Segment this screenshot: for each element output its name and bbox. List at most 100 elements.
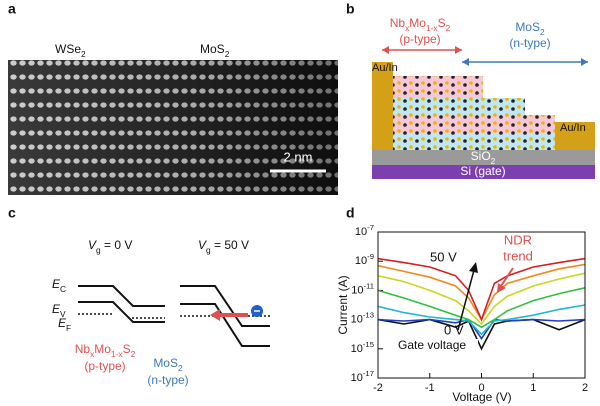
annotation: trend	[503, 248, 533, 263]
x-tick-label: -1	[425, 382, 435, 394]
x-axis-label: Voltage (V)	[452, 390, 511, 404]
contact	[555, 122, 595, 150]
text-part: 2	[225, 49, 230, 59]
text-part: -11	[363, 281, 374, 290]
text-part: 2	[491, 156, 496, 166]
x-tick-label: 2	[582, 382, 588, 394]
text-part: Nb	[390, 16, 406, 30]
text-part: Mo	[94, 342, 111, 356]
text-part: x	[90, 349, 95, 359]
y-axis-label: Current (A)	[336, 275, 350, 334]
arrow-head	[497, 283, 506, 293]
panel-label: d	[346, 205, 355, 221]
text-part: WSe	[55, 42, 81, 56]
text-part: MoS	[515, 20, 540, 34]
text-part: E	[52, 277, 61, 291]
text-part: -17	[363, 369, 374, 378]
x-tick-label: 1	[530, 382, 536, 394]
annotation: Gate voltage	[398, 338, 466, 352]
text-part: g	[96, 245, 101, 255]
arrow-head	[469, 262, 478, 273]
series-line	[377, 318, 586, 341]
type-label: (p-type)	[84, 359, 125, 373]
text-part: g	[206, 245, 211, 255]
stem-shading	[8, 60, 338, 195]
type-label: (n-type)	[509, 36, 550, 50]
text-part: 10	[351, 372, 363, 384]
series-line	[377, 272, 586, 326]
text-part: 10	[351, 284, 363, 296]
material-label: MoS2	[153, 356, 183, 373]
flake-atoms	[393, 76, 578, 150]
label-background	[396, 339, 478, 353]
text-part: = 50 V	[211, 238, 249, 252]
text-part: 2	[540, 27, 545, 37]
layer-label: SiO2	[471, 149, 496, 166]
text-part: 1-x	[426, 23, 438, 33]
arrow-head	[210, 309, 220, 321]
y-tick-label: 10-7	[355, 223, 374, 238]
material-label: MoS2	[515, 20, 545, 37]
y-tick-label: 10-17	[351, 369, 374, 384]
material-label: NbxMo1-xS2	[390, 16, 451, 33]
text-part: -13	[363, 310, 374, 319]
layer-label: Si (gate)	[460, 164, 505, 178]
y-tick-label: 10-13	[351, 310, 374, 325]
x-tick-label: -2	[373, 382, 383, 394]
material-label: NbxMo1-xS2	[75, 342, 136, 359]
condition-label: Vg = 0 V	[88, 238, 132, 255]
arrow	[457, 269, 475, 331]
text-part: 2	[446, 23, 451, 33]
text-part: F	[66, 323, 71, 333]
series-line	[377, 318, 586, 351]
text-part: x	[405, 23, 410, 33]
text-part: -7	[367, 223, 374, 232]
text-part: MoS	[153, 356, 178, 370]
oxide-layer	[372, 150, 595, 165]
text-part: E	[52, 302, 61, 316]
band-label: EC	[52, 277, 66, 294]
type-label: (n-type)	[147, 373, 188, 387]
contact	[372, 62, 393, 150]
type-label: (p-type)	[399, 32, 440, 46]
text-part: 2	[178, 363, 183, 373]
text-part: SiO	[471, 149, 491, 163]
text-part: MoS	[200, 42, 225, 56]
band-label: EV	[52, 302, 66, 319]
text-part: 10	[355, 226, 367, 238]
panel-label: a	[8, 1, 16, 17]
annotation: 0 V	[444, 322, 464, 337]
series-line	[377, 257, 586, 322]
substrate	[372, 165, 595, 179]
plot-frame	[377, 231, 586, 379]
y-tick-label: 10-9	[355, 252, 374, 267]
material-label: WSe2	[55, 42, 86, 59]
text-part: -15	[363, 339, 374, 348]
band-label: EF	[58, 316, 71, 333]
y-tick-label: 10-11	[351, 281, 374, 296]
text-part: Nb	[75, 342, 91, 356]
panel-label: b	[346, 1, 355, 17]
panel-label: c	[8, 205, 16, 221]
contact-label: Au/In	[372, 62, 398, 74]
text-part: S	[123, 342, 131, 356]
text-part: E	[58, 316, 67, 330]
series-line	[377, 304, 586, 336]
annotation: 50 V	[430, 249, 457, 264]
text-part: 2	[81, 49, 86, 59]
text-part: Mo	[409, 16, 426, 30]
text-part: 10	[351, 343, 363, 355]
annotation: NDR	[504, 232, 532, 247]
text-part: 10	[351, 314, 363, 326]
text-part: V	[88, 238, 97, 252]
text-part: V	[198, 238, 207, 252]
x-tick-label: 0	[478, 382, 484, 394]
condition-label: Vg = 50 V	[198, 238, 249, 255]
text-part: -9	[367, 252, 374, 261]
text-part: C	[60, 284, 66, 294]
text-part: = 0 V	[101, 238, 133, 252]
contact-label: Au/In	[560, 122, 586, 134]
text-part: 10	[355, 255, 367, 267]
